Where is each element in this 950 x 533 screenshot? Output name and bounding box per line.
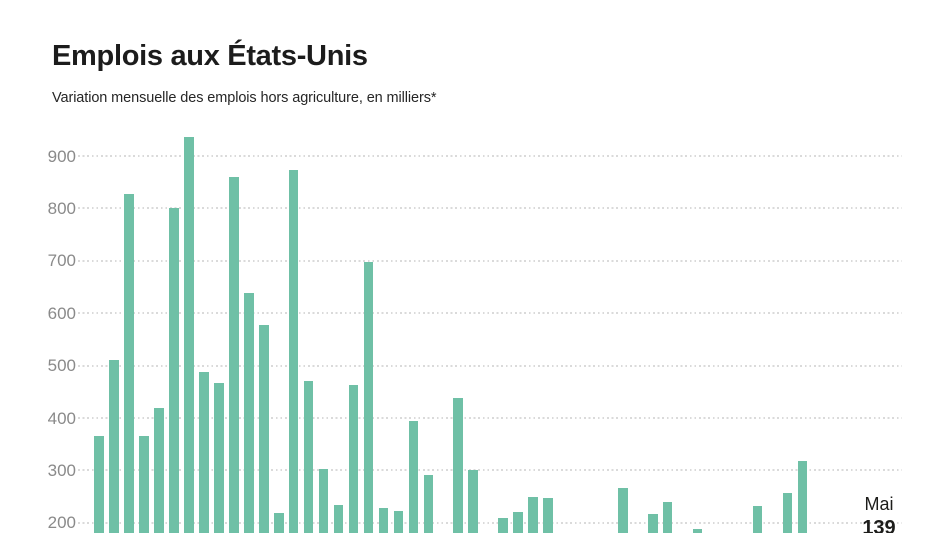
bar: [782, 492, 793, 533]
y-axis-tick-label: 800: [47, 198, 76, 218]
gridline: [78, 469, 902, 472]
gridline: [78, 312, 902, 315]
y-axis-tick-label: 300: [47, 460, 76, 480]
y-axis-tick-label: 200: [47, 513, 76, 533]
y-axis-tick-label: 400: [47, 408, 76, 428]
bar: [408, 420, 419, 533]
bar: [94, 436, 104, 533]
bar: [258, 325, 269, 533]
bar: [154, 407, 164, 533]
bar: [618, 488, 628, 533]
gridline: [78, 207, 902, 210]
bar: [662, 501, 673, 533]
bar: [513, 512, 523, 533]
bar: [543, 498, 553, 533]
bar: [199, 372, 209, 533]
gridline: [78, 155, 902, 157]
gridline: [78, 521, 902, 524]
chart-title: Emplois aux États-Unis: [52, 40, 368, 72]
bar: [288, 170, 299, 533]
bar: [139, 435, 149, 533]
gridline: [78, 364, 902, 367]
last-point-value-label: 139: [862, 517, 896, 533]
gridline: [78, 259, 902, 262]
bar: [333, 504, 344, 533]
bar: [169, 208, 179, 533]
bar: [214, 383, 224, 533]
chart-subtitle: Variation mensuelle des emplois hors agr…: [52, 90, 437, 106]
y-axis-tick-label: 600: [47, 303, 76, 323]
y-axis-tick-label: 500: [47, 356, 76, 376]
bar: [109, 360, 119, 533]
bar: [244, 293, 254, 533]
y-axis-tick-label: 700: [47, 251, 76, 271]
bar: [797, 460, 808, 533]
bar: [348, 384, 359, 533]
bar: [273, 512, 284, 533]
bar: [423, 475, 434, 533]
bar: [692, 529, 703, 533]
last-point-annotation: Mai 139: [852, 494, 906, 533]
bar: [303, 381, 314, 533]
bar: [229, 176, 239, 533]
bar: [124, 193, 134, 533]
bar: [318, 468, 329, 533]
last-point-month-label: Mai: [864, 494, 894, 514]
bar: [453, 398, 464, 533]
bar: [393, 510, 404, 533]
bar: [528, 496, 538, 533]
bar: [498, 517, 508, 533]
bar: [184, 137, 194, 533]
bar: [647, 513, 658, 533]
gridline: [78, 417, 902, 419]
y-axis-tick-label: 900: [47, 146, 76, 166]
bar: [468, 470, 478, 533]
bar: [378, 507, 389, 533]
bar: [363, 261, 374, 533]
bar: [752, 505, 763, 533]
